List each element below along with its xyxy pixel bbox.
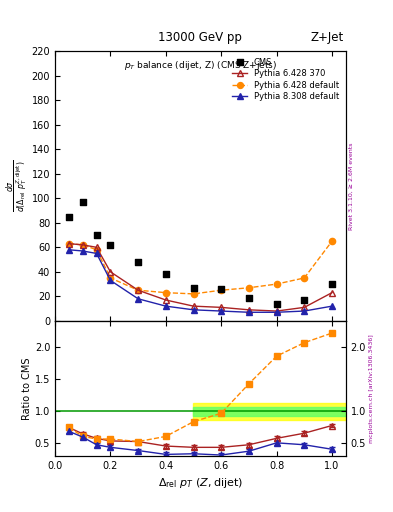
Pythia 8.308 default [80,248,85,254]
Pythia 6.428 default [274,281,279,287]
Pythia 6.428 370 [330,290,334,296]
Y-axis label: Rivet 3.1.10, ≥ 2.6M events: Rivet 3.1.10, ≥ 2.6M events [349,142,354,230]
Line: Pythia 6.428 default: Pythia 6.428 default [66,238,335,297]
Text: $p_T$ balance (dijet, Z) (CMS Z+jets): $p_T$ balance (dijet, Z) (CMS Z+jets) [124,59,277,72]
Y-axis label: $\frac{d\sigma}{d(\Delta_{\rm rel}\ p_T^{Z,{\rm dijet}})}$: $\frac{d\sigma}{d(\Delta_{\rm rel}\ p_T^… [4,160,30,212]
Pythia 6.428 default [163,290,168,296]
CMS [246,293,252,302]
Pythia 6.428 default [302,275,307,281]
Pythia 8.308 default [108,278,113,284]
Text: 13000 GeV pp: 13000 GeV pp [158,31,242,44]
Pythia 6.428 default [80,242,85,248]
Pythia 8.308 default [136,296,140,302]
Pythia 6.428 default [330,238,334,244]
Y-axis label: mcplots.cern.ch [arXiv:1306.3436]: mcplots.cern.ch [arXiv:1306.3436] [369,334,374,443]
Pythia 8.308 default [219,308,224,314]
CMS [163,270,169,279]
Pythia 6.428 default [219,287,224,293]
Pythia 8.308 default [274,309,279,315]
Pythia 8.308 default [66,247,71,253]
Pythia 6.428 default [108,275,113,281]
Pythia 6.428 default [94,247,99,253]
Bar [193,403,346,420]
Pythia 6.428 370 [246,307,251,313]
CMS [329,280,335,288]
Y-axis label: Ratio to CMS: Ratio to CMS [22,357,32,419]
Pythia 8.308 default [191,307,196,313]
Pythia 8.308 default [163,303,168,309]
Legend: CMS, Pythia 6.428 370, Pythia 6.428 default, Pythia 8.308 default: CMS, Pythia 6.428 370, Pythia 6.428 defa… [230,55,342,104]
X-axis label: $\Delta_{\rm rel}\ p_T\ (Z,{\rm dijet})$: $\Delta_{\rm rel}\ p_T\ (Z,{\rm dijet})$ [158,476,243,490]
CMS [135,258,141,266]
Bar [193,407,346,416]
Pythia 6.428 370 [80,242,85,248]
Pythia 6.428 370 [136,287,140,293]
Pythia 6.428 370 [94,244,99,250]
CMS [79,198,86,206]
Pythia 6.428 370 [66,241,71,247]
Pythia 6.428 default [191,291,196,297]
Pythia 6.428 370 [274,308,279,314]
Pythia 8.308 default [330,303,334,309]
CMS [66,212,72,221]
Pythia 6.428 370 [108,269,113,275]
Pythia 6.428 370 [302,304,307,310]
CMS [107,241,114,249]
Pythia 6.428 default [246,285,251,291]
Pythia 8.308 default [302,308,307,314]
Pythia 6.428 370 [163,297,168,303]
Pythia 8.308 default [246,309,251,315]
Pythia 6.428 default [66,241,71,247]
CMS [94,231,100,239]
Line: Pythia 8.308 default: Pythia 8.308 default [66,247,335,315]
Pythia 8.308 default [94,250,99,257]
CMS [301,296,307,304]
CMS [190,284,196,292]
Pythia 6.428 370 [191,303,196,309]
Line: Pythia 6.428 370: Pythia 6.428 370 [66,241,335,314]
Pythia 6.428 default [136,287,140,293]
Text: Z+Jet: Z+Jet [310,31,344,44]
CMS [274,300,280,308]
Pythia 6.428 370 [219,304,224,310]
CMS [218,285,224,293]
